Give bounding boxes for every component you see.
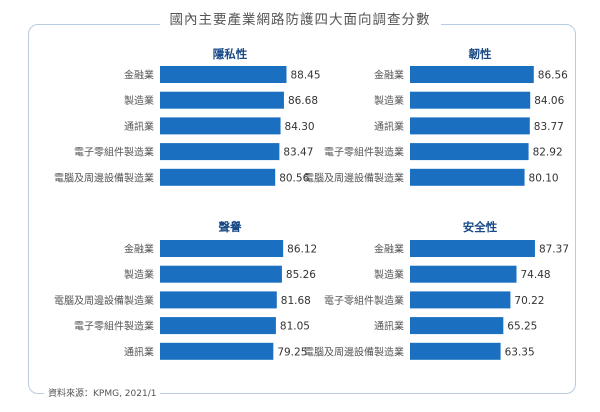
bar [410, 117, 530, 135]
category-label: 電子零組件製造業 [74, 320, 154, 333]
title-bar: 國內主要產業網路防護四大面向調查分數 [0, 8, 600, 30]
category-label: 金融業 [124, 69, 154, 82]
panel-title: 韌性 [469, 47, 492, 61]
category-label: 製造業 [124, 94, 154, 107]
bar [410, 91, 531, 109]
category-label: 通訊業 [124, 345, 154, 358]
value-label: 79.25 [277, 346, 307, 358]
value-label: 80.56 [279, 172, 309, 184]
category-label: 通訊業 [124, 120, 154, 133]
value-label: 86.12 [287, 244, 317, 256]
panel-title: 聲譽 [219, 220, 242, 234]
value-label: 80.10 [529, 172, 559, 184]
bar [160, 143, 280, 161]
category-label: 金融業 [374, 243, 404, 256]
bar [410, 240, 535, 257]
value-label: 82.92 [533, 147, 563, 159]
bar [160, 66, 287, 83]
value-label: 84.06 [534, 95, 564, 107]
value-label: 88.45 [290, 70, 320, 82]
category-label: 製造業 [374, 268, 404, 281]
value-label: 83.47 [283, 147, 313, 159]
panel-title: 隱私性 [213, 47, 248, 61]
bar [160, 91, 284, 109]
bar [410, 265, 517, 283]
category-label: 電腦及周邊設備製造業 [54, 171, 154, 184]
bar [160, 168, 276, 186]
bar [410, 168, 525, 186]
value-label: 74.48 [521, 269, 551, 281]
chart-main-title: 國內主要產業網路防護四大面向調查分數 [159, 8, 441, 28]
bar [160, 240, 284, 257]
value-label: 83.77 [534, 121, 564, 133]
category-label: 通訊業 [374, 320, 404, 333]
category-label: 電腦及周邊設備製造業 [54, 294, 154, 307]
bar [160, 342, 274, 360]
category-label: 電子零組件製造業 [324, 146, 404, 159]
category-label: 通訊業 [374, 120, 404, 133]
value-label: 85.26 [286, 269, 316, 281]
value-label: 86.68 [288, 95, 318, 107]
category-label: 電子零組件製造業 [74, 146, 154, 159]
category-label: 金融業 [374, 69, 404, 82]
bar [410, 291, 511, 309]
bar [410, 66, 534, 83]
bar [410, 342, 501, 360]
source-note: 資料來源：KPMG, 2021/1 [44, 386, 161, 399]
category-label: 電子零組件製造業 [324, 294, 404, 307]
bar [410, 317, 504, 335]
bar [410, 143, 529, 161]
bar [160, 317, 276, 335]
value-label: 84.30 [285, 121, 315, 133]
panel-title: 安全性 [463, 220, 498, 234]
category-label: 製造業 [124, 268, 154, 281]
value-label: 70.22 [514, 295, 544, 307]
bar [160, 265, 282, 283]
value-label: 65.25 [507, 321, 537, 333]
category-label: 製造業 [374, 94, 404, 107]
value-label: 87.37 [539, 244, 569, 256]
bar [160, 117, 281, 135]
bar [160, 291, 277, 309]
value-label: 86.56 [538, 70, 568, 82]
value-label: 63.35 [505, 346, 535, 358]
value-label: 81.68 [281, 295, 311, 307]
value-label: 81.05 [280, 321, 310, 333]
category-label: 金融業 [124, 243, 154, 256]
category-label: 電腦及周邊設備製造業 [304, 345, 404, 358]
category-label: 電腦及周邊設備製造業 [304, 171, 404, 184]
